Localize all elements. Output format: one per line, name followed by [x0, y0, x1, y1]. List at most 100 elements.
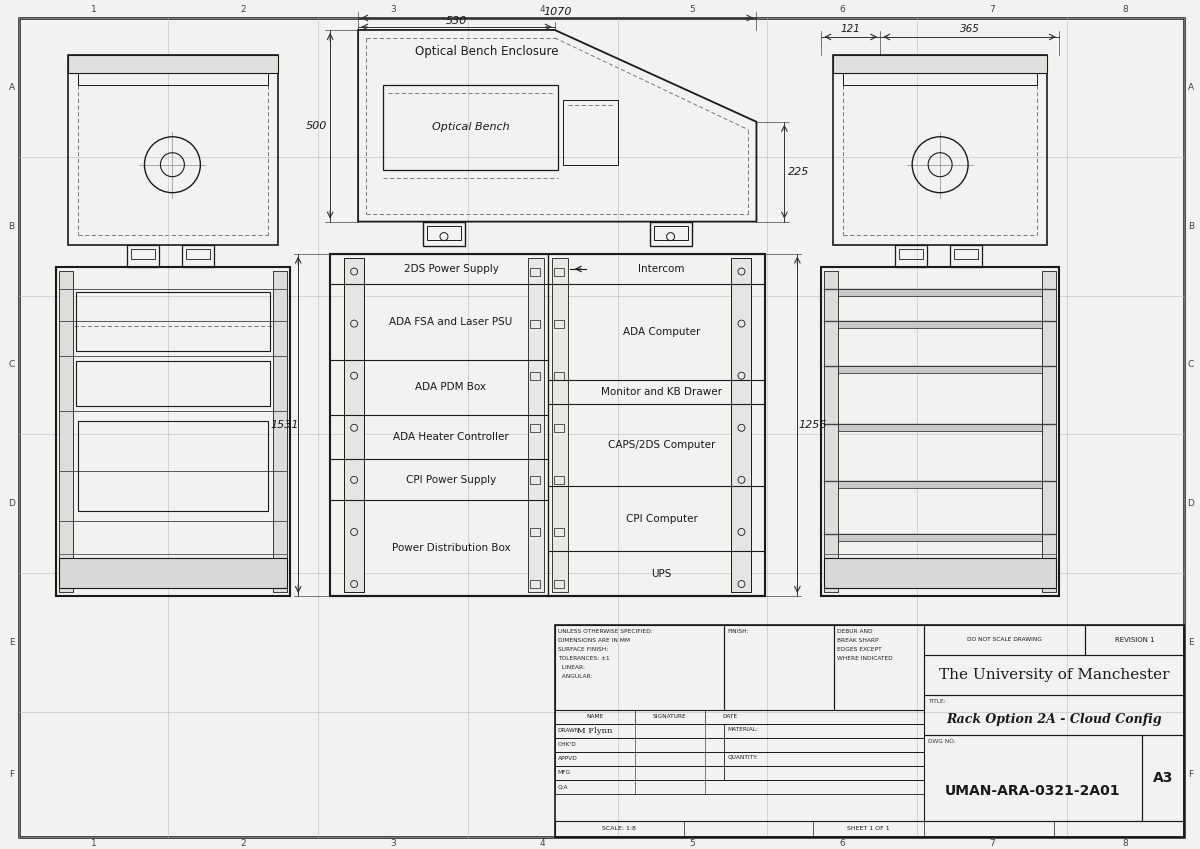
Text: C: C	[8, 360, 14, 369]
Text: NAME: NAME	[586, 714, 604, 719]
Bar	[186, 249, 210, 259]
Bar	[530, 580, 540, 588]
Text: CAPS/2DS Computer: CAPS/2DS Computer	[608, 441, 715, 450]
Bar	[950, 245, 982, 267]
Text: F: F	[10, 770, 14, 779]
Bar	[554, 779, 924, 794]
Bar	[330, 254, 766, 596]
Text: WHERE INDICATED: WHERE INDICATED	[838, 656, 893, 661]
Text: SCALE: 1:8: SCALE: 1:8	[602, 826, 636, 831]
Bar	[554, 821, 1183, 836]
Bar	[554, 710, 924, 724]
Bar	[383, 85, 558, 170]
Text: UPS: UPS	[652, 569, 672, 579]
Text: B: B	[1188, 222, 1194, 231]
Text: 4: 4	[540, 839, 546, 848]
Bar	[553, 528, 564, 536]
Bar	[554, 625, 1183, 836]
Text: 1531: 1531	[270, 419, 299, 430]
Bar	[59, 271, 72, 592]
Text: SURFACE FINISH:: SURFACE FINISH:	[558, 647, 608, 652]
Text: A3: A3	[1152, 771, 1172, 784]
Text: E: E	[8, 638, 14, 647]
Text: MATERIAL:: MATERIAL:	[727, 727, 758, 732]
Bar	[553, 372, 564, 380]
Text: 365: 365	[960, 24, 979, 34]
Text: D: D	[1187, 499, 1194, 509]
Bar	[839, 367, 1042, 374]
Bar	[1141, 734, 1183, 821]
Text: SIGNATURE: SIGNATURE	[653, 714, 686, 719]
Text: Optical Bench: Optical Bench	[432, 122, 509, 132]
Bar	[76, 291, 270, 351]
Text: SHEET 1 OF 1: SHEET 1 OF 1	[847, 826, 890, 831]
Bar	[821, 267, 1058, 596]
Text: DO NOT SCALE DRAWING: DO NOT SCALE DRAWING	[967, 638, 1042, 643]
Bar	[530, 319, 540, 328]
Text: 6: 6	[840, 5, 845, 14]
Text: A: A	[1188, 83, 1194, 92]
Text: ADA Computer: ADA Computer	[623, 328, 701, 337]
Bar	[530, 372, 540, 380]
Text: 1: 1	[91, 839, 96, 848]
Bar	[78, 73, 269, 85]
Bar	[530, 267, 540, 276]
Text: Power Distribution Box: Power Distribution Box	[391, 543, 510, 553]
Text: DWG NO.: DWG NO.	[928, 739, 955, 744]
Text: UNLESS OTHERWISE SPECIFIED:: UNLESS OTHERWISE SPECIFIED:	[558, 629, 653, 634]
Text: QUANTITY:: QUANTITY:	[727, 755, 758, 760]
Bar	[554, 724, 924, 738]
Bar	[654, 226, 688, 239]
Text: ANGULAR:: ANGULAR:	[558, 674, 593, 679]
Text: 3: 3	[390, 839, 396, 848]
Bar	[839, 534, 1042, 541]
Bar	[59, 558, 287, 588]
Text: CHK'D: CHK'D	[558, 742, 576, 747]
Text: EDGES EXCEPT: EDGES EXCEPT	[838, 647, 882, 652]
Text: 1: 1	[91, 5, 96, 14]
Text: M Flynn: M Flynn	[577, 727, 612, 734]
Bar	[554, 738, 924, 751]
Bar	[924, 655, 1183, 694]
Text: Q.A: Q.A	[558, 784, 569, 790]
Bar	[274, 271, 287, 592]
Bar	[530, 424, 540, 432]
Bar	[924, 625, 1085, 655]
Text: 8: 8	[1122, 839, 1128, 848]
Bar	[55, 267, 290, 596]
Bar	[427, 226, 461, 239]
Bar	[954, 249, 978, 259]
Bar	[824, 271, 839, 592]
Text: ADA Heater Controller: ADA Heater Controller	[394, 432, 509, 441]
Bar	[834, 625, 924, 710]
Bar	[839, 322, 1042, 329]
Text: 3: 3	[390, 5, 396, 14]
Bar	[553, 267, 564, 276]
Text: 2: 2	[240, 839, 246, 848]
Bar	[1042, 271, 1056, 592]
Bar	[554, 751, 924, 766]
Bar	[344, 257, 364, 592]
Bar	[839, 576, 1042, 583]
Text: 8: 8	[1122, 5, 1128, 14]
Text: REVISION 1: REVISION 1	[1115, 637, 1154, 643]
Text: 5: 5	[690, 5, 696, 14]
Text: APPVD: APPVD	[558, 756, 577, 762]
Bar	[1085, 625, 1183, 655]
Bar	[67, 55, 278, 245]
Bar	[725, 724, 924, 751]
Text: B: B	[8, 222, 14, 231]
Bar	[839, 289, 1042, 295]
Bar	[422, 222, 464, 245]
Text: DEBUR AND: DEBUR AND	[838, 629, 872, 634]
Text: UMAN-ARA-0321-2A01: UMAN-ARA-0321-2A01	[946, 784, 1121, 797]
Bar	[732, 257, 751, 592]
Bar	[182, 245, 215, 267]
Text: D: D	[8, 499, 16, 509]
Bar	[554, 766, 924, 779]
Text: CPI Power Supply: CPI Power Supply	[406, 475, 496, 485]
Text: CPI Computer: CPI Computer	[625, 514, 697, 524]
Bar	[924, 734, 1141, 821]
Bar	[78, 421, 269, 511]
Text: ADA PDM Box: ADA PDM Box	[415, 382, 486, 392]
